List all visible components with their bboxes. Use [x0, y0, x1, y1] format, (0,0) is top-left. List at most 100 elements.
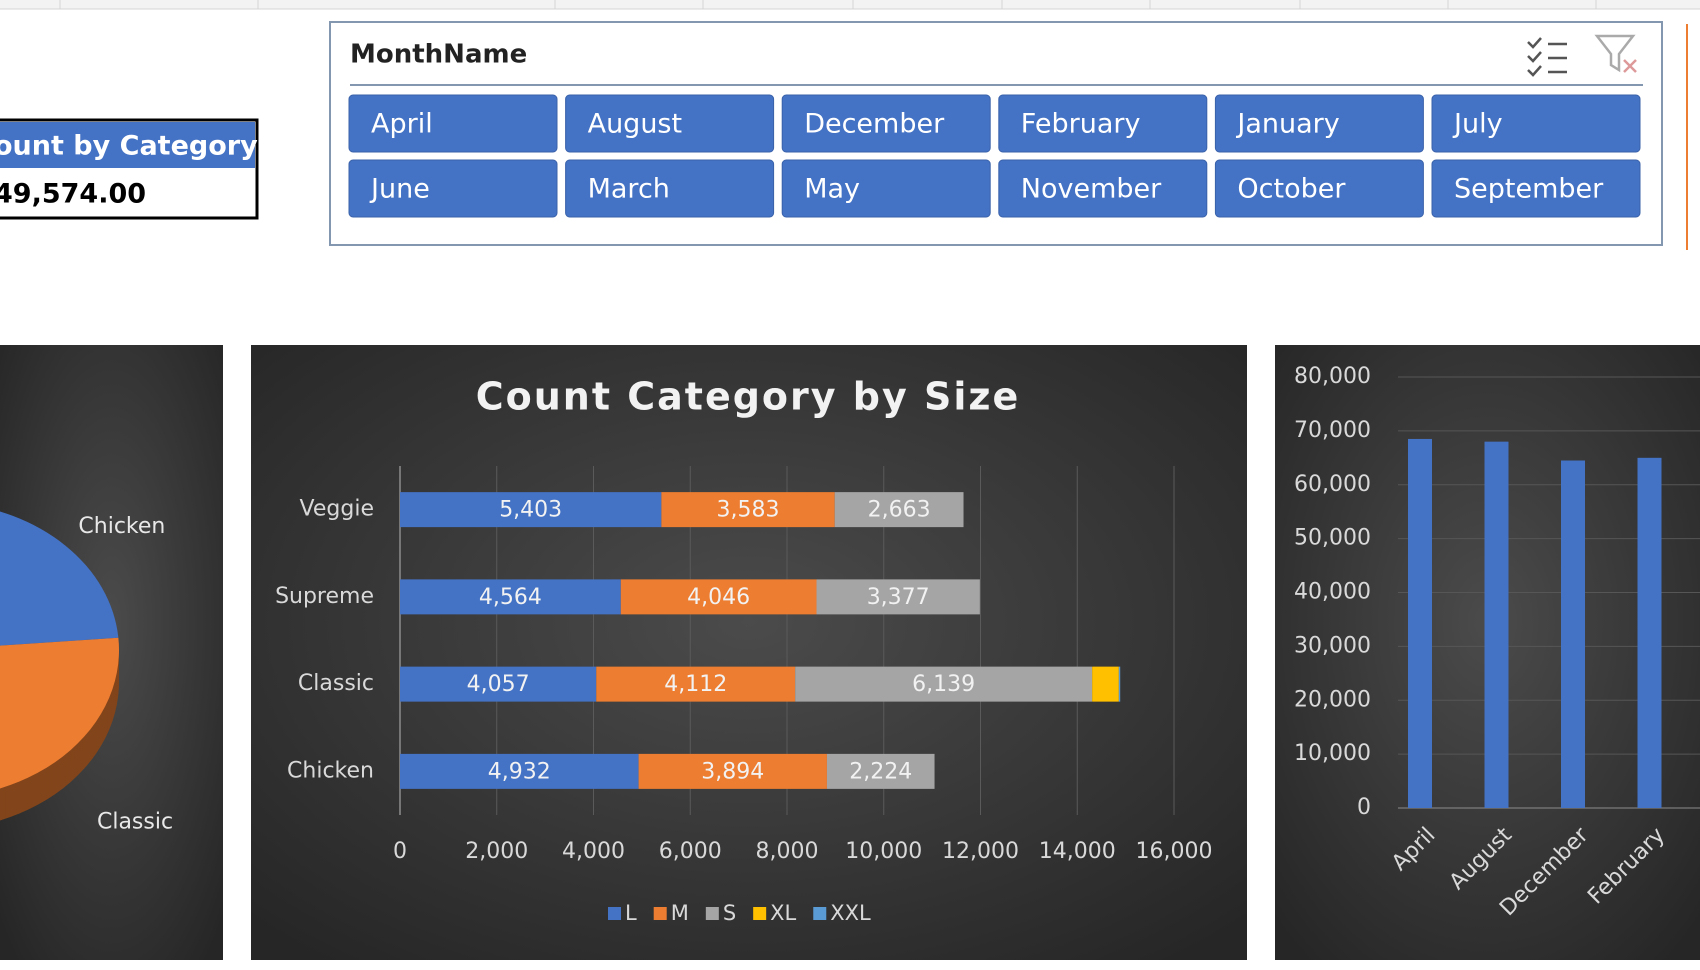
y-tick-label: 10,000 [1294, 741, 1371, 766]
bar-segment [620, 579, 817, 615]
bar-segment [826, 753, 935, 789]
y-tick-label: Veggie [300, 497, 374, 522]
bar-segment [638, 753, 827, 789]
slicer-item[interactable]: December [781, 94, 991, 153]
y-tick-label: 80,000 [1294, 364, 1371, 389]
card-header: ount by Category [0, 131, 258, 162]
sheet-strip [0, 0, 1700, 9]
slicer-item-label[interactable]: October [1237, 174, 1346, 205]
slicer-button[interactable] [1214, 159, 1424, 218]
slicer-button[interactable] [998, 94, 1208, 153]
slicer-button[interactable] [781, 159, 991, 218]
pie-slice [0, 637, 119, 789]
data-label: 4,112 [664, 672, 727, 697]
slicer-button[interactable] [1214, 94, 1424, 153]
y-tick-label: 50,000 [1294, 526, 1371, 551]
slicer-item[interactable]: June [348, 159, 558, 218]
slicer-item-label[interactable]: March [588, 174, 670, 205]
bar-chart: Count Category by Size 0 2,000 4,000 6,000 8… [275, 375, 1212, 926]
y-tick-label: 40,000 [1294, 580, 1371, 605]
slicer-item[interactable]: September [1431, 159, 1641, 218]
bar-segment [400, 666, 597, 702]
x-tick-label: 0 [393, 839, 407, 864]
legend-swatch [705, 907, 719, 920]
x-tick-label: 6,000 [659, 839, 722, 864]
legend-label: M [671, 901, 689, 925]
x-tick-label: 2,000 [465, 839, 528, 864]
bar-segment [400, 753, 639, 789]
legend-label: XL [770, 901, 796, 925]
slicer-button[interactable] [565, 159, 775, 218]
slicer-button[interactable] [348, 159, 558, 218]
legend-label: L [625, 901, 637, 925]
slicer-item[interactable]: April [348, 94, 558, 153]
slicer-item-label[interactable]: September [1454, 174, 1604, 205]
slicer-item-label[interactable]: June [369, 174, 430, 205]
data-label: 4,564 [479, 585, 542, 610]
y-tick-label: Supreme [275, 584, 374, 609]
bar-segment [795, 666, 1093, 702]
x-tick-label: 8,000 [756, 839, 819, 864]
bar-segment [834, 492, 964, 528]
slicer-item-label[interactable]: January [1235, 109, 1339, 140]
slicer-item[interactable]: May [781, 159, 991, 218]
slicer-button[interactable] [781, 94, 991, 153]
bar-segment [400, 492, 662, 528]
slicer-item[interactable]: August [565, 94, 775, 153]
pie-label: Classic [97, 809, 173, 834]
bar-segment [661, 492, 835, 528]
slicer-item[interactable]: February [998, 94, 1208, 153]
slicer-item-label[interactable]: December [804, 109, 945, 140]
slicer-item[interactable]: November [998, 159, 1208, 218]
slicer-item-label[interactable]: February [1021, 109, 1141, 140]
data-label: 3,377 [867, 585, 930, 610]
data-label: 3,894 [701, 759, 764, 784]
data-label: 3,583 [717, 498, 780, 523]
chart-title: Count Category by Size [476, 375, 1021, 419]
bar [1484, 441, 1509, 808]
y-tick-label: 0 [1357, 795, 1371, 820]
clear-filter-icon[interactable] [1594, 34, 1637, 73]
bar-panel [251, 345, 1247, 960]
legend-swatch [813, 907, 827, 920]
x-tick-label: 4,000 [562, 839, 625, 864]
data-label: 2,224 [849, 759, 912, 784]
slicer-button[interactable] [1431, 159, 1641, 218]
bar-segment [816, 579, 980, 615]
slicer-item-label[interactable]: May [804, 174, 860, 205]
y-tick-label: 60,000 [1294, 472, 1371, 497]
x-tick-label: 12,000 [942, 839, 1019, 864]
bar-segment [1118, 666, 1121, 702]
data-label: 6,139 [912, 672, 975, 697]
data-label: 2,663 [868, 498, 931, 523]
slicer-button[interactable] [565, 94, 775, 153]
y-tick-label: Chicken [287, 758, 374, 783]
y-tick-label: Classic [298, 671, 374, 696]
slicer-button[interactable] [1431, 94, 1641, 153]
slicer-item-label[interactable]: August [588, 109, 683, 140]
y-tick-label: 30,000 [1294, 633, 1371, 658]
slicer-item[interactable]: March [565, 159, 775, 218]
slicer-item-label[interactable]: November [1021, 174, 1162, 205]
slicer-item-label[interactable]: April [371, 109, 433, 140]
legend-swatch [608, 907, 621, 920]
sheet-gridlines [0, 0, 1700, 10]
x-tick-label: 16,000 [1136, 839, 1213, 864]
slicer-item[interactable]: October [1214, 159, 1424, 218]
y-tick-label: 20,000 [1294, 687, 1371, 712]
y-tick-label: 70,000 [1294, 418, 1371, 443]
multi-select-icon[interactable] [1527, 37, 1567, 77]
slicer-item[interactable]: July [1431, 94, 1641, 153]
slicer-button[interactable] [348, 94, 558, 153]
pie-chart: Chicken Classic [0, 511, 173, 834]
data-label: 4,057 [467, 672, 530, 697]
pie-label: Chicken [78, 514, 165, 539]
slicer-item-label[interactable]: July [1452, 109, 1503, 140]
slicer-item[interactable]: January [1214, 94, 1424, 153]
slicer-button[interactable] [998, 159, 1208, 218]
bar [1408, 438, 1432, 808]
bar [1561, 460, 1585, 808]
bar-segment [596, 666, 796, 702]
